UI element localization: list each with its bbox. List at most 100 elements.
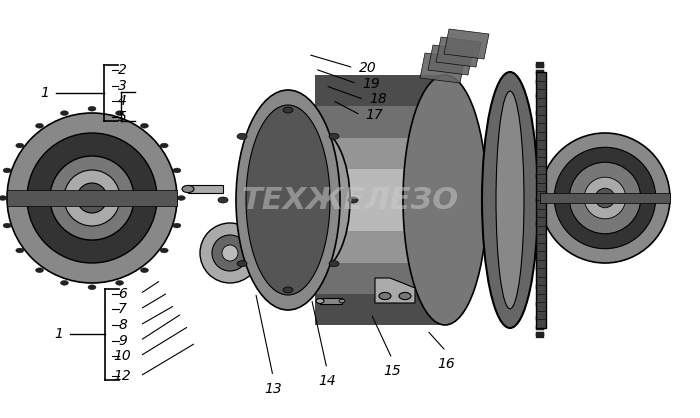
Bar [315, 294, 445, 325]
Text: 7: 7 [118, 302, 127, 316]
Polygon shape [420, 53, 465, 83]
Circle shape [16, 143, 24, 148]
Bar [536, 64, 544, 68]
Ellipse shape [212, 235, 248, 271]
Circle shape [141, 268, 148, 273]
Text: 6: 6 [118, 287, 127, 301]
Circle shape [177, 196, 186, 200]
Text: 8: 8 [118, 318, 127, 332]
Text: 17: 17 [365, 108, 384, 122]
Polygon shape [536, 72, 546, 328]
Bar [536, 151, 544, 155]
Ellipse shape [50, 156, 134, 240]
Circle shape [182, 186, 194, 193]
Bar [536, 285, 544, 289]
Bar [536, 302, 544, 306]
Ellipse shape [569, 162, 640, 234]
Bar [536, 222, 544, 226]
Bar [540, 193, 670, 203]
Bar [315, 75, 445, 325]
Bar [315, 263, 445, 294]
Bar [536, 70, 544, 74]
Circle shape [116, 280, 124, 285]
Bar [188, 185, 223, 193]
Polygon shape [436, 37, 481, 67]
Circle shape [88, 285, 96, 290]
Circle shape [237, 133, 247, 139]
Ellipse shape [27, 133, 157, 263]
Circle shape [173, 223, 181, 228]
Ellipse shape [280, 128, 350, 272]
Bar [536, 285, 544, 289]
Bar [315, 75, 445, 106]
Bar [536, 266, 544, 270]
Circle shape [329, 133, 339, 139]
Bar [320, 298, 342, 304]
Bar [536, 302, 544, 306]
Polygon shape [315, 75, 445, 325]
Bar [7, 190, 177, 206]
Bar [536, 94, 544, 98]
Circle shape [60, 111, 69, 115]
Text: 19: 19 [362, 76, 380, 91]
Circle shape [379, 293, 391, 300]
Bar [315, 169, 445, 200]
Bar [536, 245, 544, 249]
Text: 9: 9 [118, 334, 127, 348]
Ellipse shape [236, 90, 340, 310]
Text: 13: 13 [264, 382, 282, 396]
Ellipse shape [77, 183, 107, 213]
Text: 12: 12 [113, 369, 132, 383]
Bar [536, 198, 544, 202]
Polygon shape [444, 29, 489, 59]
Circle shape [0, 196, 7, 200]
Bar [536, 130, 544, 134]
Circle shape [283, 107, 293, 113]
Bar [536, 198, 544, 202]
Circle shape [16, 248, 24, 253]
Ellipse shape [496, 91, 524, 309]
Text: ТЕХЖЕЛЕЗО: ТЕХЖЕЛЕЗО [241, 186, 458, 215]
Bar [536, 62, 544, 66]
Ellipse shape [540, 133, 670, 263]
Ellipse shape [554, 147, 656, 249]
Text: 1: 1 [40, 86, 49, 100]
Circle shape [339, 299, 345, 303]
Bar [536, 326, 544, 330]
Bar [536, 174, 544, 178]
Circle shape [160, 143, 168, 148]
Text: 1: 1 [54, 327, 63, 342]
Bar [536, 130, 544, 134]
Circle shape [218, 197, 228, 203]
Circle shape [3, 168, 11, 173]
Ellipse shape [222, 245, 238, 261]
Circle shape [88, 106, 96, 111]
Circle shape [348, 197, 358, 203]
Bar [536, 326, 544, 330]
Circle shape [160, 248, 168, 253]
Bar [315, 138, 445, 169]
Circle shape [3, 223, 11, 228]
Bar [536, 64, 544, 68]
Ellipse shape [482, 72, 538, 328]
Bar [536, 316, 544, 320]
Circle shape [116, 111, 124, 115]
Circle shape [237, 261, 247, 267]
Text: 10: 10 [113, 349, 132, 363]
Ellipse shape [7, 113, 177, 283]
Circle shape [316, 298, 324, 303]
Text: 20: 20 [358, 61, 377, 75]
Bar [536, 332, 544, 336]
Ellipse shape [64, 170, 120, 226]
Bar [536, 245, 544, 249]
Ellipse shape [246, 105, 330, 295]
Bar [536, 332, 544, 336]
Bar [315, 200, 445, 231]
Ellipse shape [584, 177, 626, 219]
Ellipse shape [200, 223, 260, 283]
Circle shape [36, 123, 43, 128]
Bar [315, 231, 445, 263]
Circle shape [399, 293, 411, 300]
Bar [536, 111, 544, 115]
Text: 3: 3 [118, 79, 127, 93]
